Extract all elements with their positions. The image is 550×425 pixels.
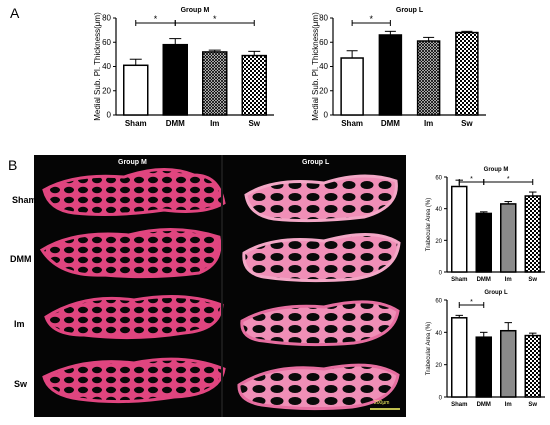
chart-0-bar-1 bbox=[162, 43, 188, 116]
chart-1-ytick-label-2: 40 bbox=[319, 62, 328, 71]
histology-title-l: Group L bbox=[302, 159, 330, 166]
chart-1-title: Group L bbox=[396, 7, 424, 14]
panel-label-a: A bbox=[10, 5, 20, 21]
chart-0-xtick-label-0: Sham bbox=[125, 119, 147, 128]
chart-2-bar-2 bbox=[500, 203, 517, 273]
chart-1-ytick-label-1: 20 bbox=[319, 86, 328, 95]
chart-2-ytick-label-1: 20 bbox=[435, 239, 442, 245]
chart-0-sig-star-1: * bbox=[213, 14, 217, 24]
chart-1-ylabel: Medial Sub. Pl. Thickness(μm) bbox=[311, 12, 320, 121]
chart-1-ytick-label-3: 60 bbox=[319, 38, 328, 47]
chart-3-xtick-label-2: Im bbox=[505, 402, 512, 408]
chart-0-bar-0 bbox=[123, 64, 149, 116]
chart-3-ytick-label-2: 40 bbox=[435, 331, 442, 337]
chart-0-bar-2 bbox=[202, 51, 228, 116]
chart-0-ytick-label-1: 20 bbox=[102, 86, 111, 95]
chart-2-sig-star-0: * bbox=[470, 176, 473, 183]
chart-1-bar-1 bbox=[378, 34, 403, 116]
chart-3-xtick-label-0: Sham bbox=[451, 402, 467, 408]
chart-0-ylabel: Medial Sub. Pl. Thickness(μm) bbox=[93, 12, 102, 121]
chart-1-xtick-label-3: Sw bbox=[461, 119, 473, 128]
chart-2-ylabel: Trabecular Area (%) bbox=[426, 198, 432, 251]
histology-title-m: Group M bbox=[118, 159, 147, 166]
chart-2-xtick-label-3: Sw bbox=[528, 277, 537, 283]
chart-2-title: Group M bbox=[484, 167, 509, 173]
chart-3-bar-2 bbox=[500, 329, 517, 398]
chart-0-xtick-label-2: Im bbox=[210, 119, 219, 128]
chart-0-bar-3 bbox=[241, 54, 267, 116]
chart-1-bar-0 bbox=[340, 57, 364, 116]
histology-panel: Group M Group L 200μm bbox=[34, 155, 406, 417]
chart-0-xtick-label-1: DMM bbox=[166, 119, 185, 128]
chart-2-ytick-label-0: 0 bbox=[439, 271, 443, 277]
chart-2-ytick-label-3: 60 bbox=[435, 176, 442, 182]
chart-1-ytick-label-4: 80 bbox=[319, 14, 328, 23]
chart-3-bar-1 bbox=[475, 336, 492, 398]
row-label-dmm: DMM bbox=[10, 254, 32, 264]
chart-1-xtick-label-0: Sham bbox=[341, 119, 363, 128]
chart-3-title: Group L bbox=[484, 290, 508, 296]
chart-3-xtick-label-1: DMM bbox=[477, 402, 491, 408]
chart-0-title: Group M bbox=[181, 7, 210, 14]
panel-label-b: B bbox=[8, 157, 18, 173]
scale-bar-label: 200μm bbox=[374, 400, 390, 406]
chart-2-xtick-label-0: Sham bbox=[451, 277, 467, 283]
row-label-im: Im bbox=[14, 319, 25, 329]
chart-2-sig-star-1: * bbox=[507, 176, 510, 183]
histology-image bbox=[39, 155, 401, 417]
chart-2-ytick-label-2: 40 bbox=[435, 207, 442, 213]
chart-1-bar-2 bbox=[416, 40, 441, 116]
chart-0-ytick-label-3: 60 bbox=[102, 38, 111, 47]
chart-1-xtick-label-2: Im bbox=[424, 119, 433, 128]
chart-1-sig-star-0: * bbox=[369, 14, 373, 24]
chart-3-ylabel: Trabecular Area (%) bbox=[426, 322, 432, 375]
chart-0-ytick-label-2: 40 bbox=[102, 62, 111, 71]
chart-3-xtick-label-3: Sw bbox=[528, 402, 537, 408]
chart-2-bar-1 bbox=[475, 212, 492, 273]
chart-3-ytick-label-3: 60 bbox=[435, 299, 442, 305]
chart-0-ytick-label-0: 0 bbox=[107, 111, 112, 120]
chart-2-xtick-label-1: DMM bbox=[477, 277, 491, 283]
chart-2-xtick-label-2: Im bbox=[505, 277, 512, 283]
chart-0-ytick-label-4: 80 bbox=[102, 14, 111, 23]
chart-0-xtick-label-3: Sw bbox=[248, 119, 260, 128]
chart-3-sig-star-0: * bbox=[470, 299, 473, 306]
row-label-sham: Sham bbox=[12, 195, 37, 205]
row-label-sw: Sw bbox=[14, 379, 28, 389]
chart-2-bar-0 bbox=[451, 185, 468, 273]
chart-3-ytick-label-0: 0 bbox=[439, 396, 443, 402]
chart-3-bar-0 bbox=[451, 317, 468, 398]
chart-1-bar-3 bbox=[455, 31, 479, 116]
chart-0-sig-star-0: * bbox=[154, 14, 158, 24]
chart-1-ytick-label-0: 0 bbox=[324, 111, 329, 120]
chart-1-xtick-label-1: DMM bbox=[381, 119, 400, 128]
chart-3-bar-3 bbox=[524, 334, 541, 398]
chart-2-bar-3 bbox=[524, 195, 541, 273]
chart-3-ytick-label-1: 20 bbox=[435, 363, 442, 369]
